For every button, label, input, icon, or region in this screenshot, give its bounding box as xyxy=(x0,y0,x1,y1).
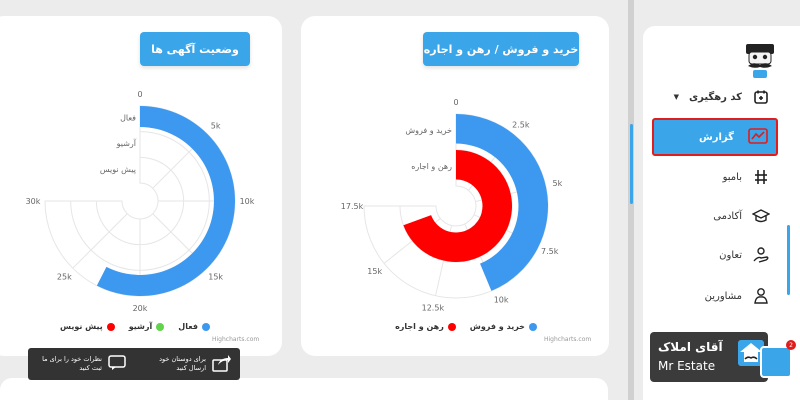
ads-status-card: وضعیت آگهی ها 0 5k 10k 15k 20k 25k 30k فعال آرشی… xyxy=(0,16,282,356)
legend-label-draft: پیش نویس xyxy=(60,322,103,331)
legend-dot-rent xyxy=(447,322,456,331)
feedback-button[interactable]: نظرات خود را برای ما ثبت کنید xyxy=(36,354,126,374)
legend-draft[interactable]: پیش نویس xyxy=(60,322,115,331)
axis-tick-label: 5k xyxy=(553,179,563,188)
axis-tick-label: 5k xyxy=(211,121,221,130)
chat-icon xyxy=(108,354,126,374)
tracking-code-label: کد رهگیری xyxy=(688,91,742,103)
avatar[interactable] xyxy=(740,40,780,80)
legend-dot-buy-sell xyxy=(528,322,537,331)
sidebar-item-label: مشاورین xyxy=(704,290,742,302)
brand-banner[interactable]: آقای املاک Mr Estate xyxy=(650,332,768,382)
tool-icon xyxy=(752,168,770,186)
legend-archive[interactable]: آرشیو xyxy=(129,322,165,331)
graduation-cap-icon xyxy=(752,207,770,225)
sidebar-item-cooperation[interactable]: تعاون xyxy=(660,246,770,264)
notification-badge: 2 xyxy=(786,340,796,350)
axis-tick-label: 10k xyxy=(240,197,255,206)
legend-rent[interactable]: رهن و اجاره xyxy=(395,322,456,331)
support-button[interactable] xyxy=(760,346,792,378)
legend-active[interactable]: فعال xyxy=(178,322,210,331)
axis-tick-label: 20k xyxy=(133,304,148,313)
sidebar-item-report[interactable]: گزارش xyxy=(652,118,778,156)
invite-text: برای دوستان خود ارسال کنید xyxy=(159,355,206,372)
category-label: فعال xyxy=(120,114,136,123)
axis-tick-label: 15k xyxy=(367,267,382,276)
sidebar-item-label: بامبو xyxy=(722,171,742,183)
axis-tick-label: 2.5k xyxy=(512,121,530,130)
brand-name-fa: آقای املاک xyxy=(658,340,723,354)
users-icon xyxy=(752,287,770,305)
bottom-card xyxy=(0,378,608,400)
brand-logo-icon xyxy=(738,340,764,366)
category-label: خرید و فروش xyxy=(405,126,452,135)
legend-dot-archive xyxy=(156,322,165,331)
bar-segment xyxy=(96,106,235,296)
share-icon xyxy=(212,354,232,375)
category-label: رهن و اجاره xyxy=(411,162,452,171)
category-label: آرشیو xyxy=(116,138,137,148)
grid-arc xyxy=(435,185,477,227)
calendar-icon xyxy=(752,88,770,106)
legend-dot-active xyxy=(201,322,210,331)
buy-sell-legend: خرید و فروش رهن و اجاره xyxy=(391,322,541,331)
ads-status-chart: 0 5k 10k 15k 20k 25k 30k فعال آرشیو پیش نویس xyxy=(26,90,255,313)
axis-tick-label: 10k xyxy=(494,296,509,305)
sidebar-item-consultants[interactable]: مشاورین xyxy=(660,287,770,305)
sidebar-item-label: تعاون xyxy=(719,249,742,261)
sidebar-item-label: آکادمی xyxy=(713,210,742,222)
sidebar-item-label: گزارش xyxy=(698,131,734,143)
ads-status-legend: فعال آرشیو پیش نویس xyxy=(60,322,210,331)
chart-icon xyxy=(748,127,768,148)
ads-status-title: وضعیت آگهی ها xyxy=(140,32,250,66)
share-bar: نظرات خود را برای ما ثبت کنید برای دوستا… xyxy=(28,348,240,380)
chevron-down-icon: ▼ xyxy=(673,93,679,101)
axis-tick-label: 17.5k xyxy=(341,202,364,211)
buy-sell-card: خرید و فروش / رهن و اجاره 0 2.5k 5k 7.5k 10k… xyxy=(301,16,609,356)
tracking-code-dropdown[interactable]: ▼ کد رهگیری xyxy=(660,88,770,106)
invite-button[interactable]: برای دوستان خود ارسال کنید xyxy=(144,354,232,375)
grid-arc xyxy=(121,182,159,220)
axis-tick-label: 0 xyxy=(453,98,458,107)
legend-dot-draft xyxy=(106,322,115,331)
sidebar-item-bamboo[interactable]: بامبو xyxy=(660,168,770,186)
legend-label-archive: آرشیو xyxy=(128,322,153,331)
grid-spoke xyxy=(72,213,128,269)
buy-sell-title: خرید و فروش / رهن و اجاره xyxy=(423,32,579,66)
buy-sell-chart: 0 2.5k 5k 7.5k 10k 12.5k 15k 17.5k خرید و فروش ره… xyxy=(341,98,563,312)
sidebar-scrollbar-thumb[interactable] xyxy=(787,225,790,295)
sidebar-item-academy[interactable]: آکادمی xyxy=(660,207,770,225)
handshake-icon xyxy=(752,246,770,264)
legend-label-active: فعال xyxy=(178,322,198,331)
feedback-text: نظرات خود را برای ما ثبت کنید xyxy=(42,355,102,372)
bar-segment xyxy=(456,114,549,291)
page-scrollbar-thumb[interactable] xyxy=(630,124,633,204)
axis-tick-label: 30k xyxy=(26,197,41,206)
category-label: پیش نویس xyxy=(100,165,136,174)
axis-tick-label: 0 xyxy=(137,90,142,99)
axis-tick-label: 15k xyxy=(208,273,223,282)
legend-label-rent: رهن و اجاره xyxy=(395,322,444,331)
legend-buy-sell[interactable]: خرید و فروش xyxy=(470,322,537,331)
axis-tick-label: 7.5k xyxy=(541,247,559,256)
chart-credit[interactable]: Highcharts.com xyxy=(544,336,592,343)
axis-tick-label: 12.5k xyxy=(422,303,445,312)
axis-tick-label: 25k xyxy=(57,273,72,282)
chart-credit[interactable]: Highcharts.com xyxy=(212,336,260,343)
brand-name-en: Mr Estate xyxy=(658,359,716,373)
legend-label-buy-sell: خرید و فروش xyxy=(469,322,525,331)
bar-segment xyxy=(403,150,512,262)
